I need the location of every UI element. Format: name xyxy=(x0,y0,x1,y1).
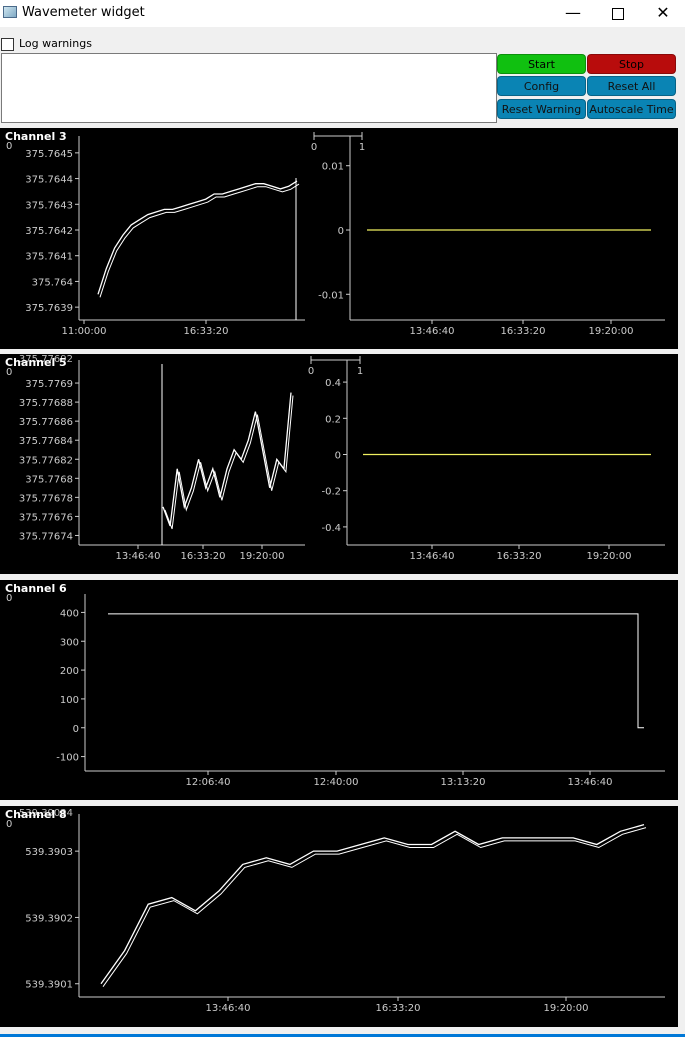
channel-8-plot[interactable]: 539.3903 539.3902 539.3901 13:46:40 16:33:20… xyxy=(0,806,678,1027)
x-tick-label: 13:46:40 xyxy=(568,777,613,788)
channel-6-panel: 400 300 200 100 0 -100 12:06:40 12:40:00 13:13:2… xyxy=(0,580,678,800)
x-tick-label: 11:00:00 xyxy=(62,326,107,337)
title-bar: Wavemeter widget — ✕ xyxy=(0,0,685,27)
x-tick-label: 19:20:00 xyxy=(240,551,285,562)
log-output-textarea[interactable] xyxy=(1,53,497,123)
y-tick-label: 0 xyxy=(335,451,341,462)
autoscale-time-button[interactable]: Autoscale Time xyxy=(587,99,676,119)
x-tick-label: 19:20:00 xyxy=(587,551,632,562)
y-tick-label: 539.3903 xyxy=(25,847,73,858)
y-tick-label: -0.2 xyxy=(321,487,341,498)
mini-axis-label: 0 xyxy=(311,142,317,153)
y-tick-label: 375.77676 xyxy=(19,512,73,523)
data-series-line xyxy=(97,180,298,295)
mini-axis-label: 0 xyxy=(308,366,314,377)
x-tick-label: 13:46:40 xyxy=(116,551,161,562)
x-tick-label: 19:20:00 xyxy=(589,326,634,337)
data-series-line-shadow xyxy=(99,183,300,298)
y-tick-label: 375.7642 xyxy=(25,226,73,237)
data-series-line xyxy=(108,613,644,729)
y-tick-label: 375.77686 xyxy=(19,417,73,428)
y-tick-label: 0.01 xyxy=(322,162,344,173)
x-tick-label: 19:20:00 xyxy=(544,1003,589,1014)
app-icon xyxy=(3,6,17,18)
channel-3-label: Channel 3 xyxy=(5,130,67,143)
maximize-button[interactable] xyxy=(595,0,641,27)
y-tick-label: 375.77682 xyxy=(19,455,73,466)
channel-6-label: Channel 6 xyxy=(5,582,67,595)
corner-zero-label: 0 xyxy=(6,141,12,152)
y-tick-label: 400 xyxy=(60,608,79,619)
y-tick-label: 375.7641 xyxy=(25,252,73,263)
reset-all-button[interactable]: Reset All xyxy=(587,76,676,96)
y-tick-label: 539.3902 xyxy=(25,913,73,924)
channel-6-plot[interactable]: 400 300 200 100 0 -100 12:06:40 12:40:00 13:13:2… xyxy=(0,580,678,800)
config-button[interactable]: Config xyxy=(497,76,586,96)
x-tick-label: 13:46:40 xyxy=(410,551,455,562)
y-tick-label: 375.77688 xyxy=(19,398,73,409)
y-top-partial-label: 539.39034 xyxy=(19,808,73,819)
y-tick-label: 200 xyxy=(60,666,79,677)
mini-axis-label: 1 xyxy=(357,366,363,377)
data-series-line xyxy=(100,823,645,985)
y-tick-label: -0.01 xyxy=(318,290,344,301)
y-tick-label: 0.4 xyxy=(325,378,341,389)
x-tick-label: 13:46:40 xyxy=(206,1003,251,1014)
y-tick-label: 375.7643 xyxy=(25,200,73,211)
corner-zero-label: 0 xyxy=(6,593,12,604)
channel-8-label: Channel 8 xyxy=(5,808,67,821)
y-tick-label: 375.77674 xyxy=(19,531,73,542)
y-tick-label: 0 xyxy=(338,226,344,237)
y-tick-label: 375.764 xyxy=(32,277,73,288)
close-icon: ✕ xyxy=(656,3,670,22)
x-tick-label: 16:33:20 xyxy=(181,551,226,562)
y-tick-label: 375.7769 xyxy=(25,379,73,390)
y-tick-label: 375.77678 xyxy=(19,493,73,504)
y-tick-label: 100 xyxy=(60,695,79,706)
log-warnings-label: Log warnings xyxy=(19,37,92,50)
data-series-line xyxy=(162,392,292,527)
x-tick-label: 16:33:20 xyxy=(497,551,542,562)
channel-8-panel: 539.3903 539.3902 539.3901 13:46:40 16:33:20… xyxy=(0,806,678,1027)
mini-axis-label: 1 xyxy=(359,142,365,153)
y-tick-label: 375.7768 xyxy=(25,474,73,485)
data-series-line-shadow xyxy=(102,827,647,987)
y-tick-label: -0.4 xyxy=(321,523,341,534)
x-tick-label: 13:13:20 xyxy=(441,777,486,788)
log-warnings-checkbox[interactable] xyxy=(1,38,14,51)
close-button[interactable]: ✕ xyxy=(640,0,685,27)
y-tick-label: 300 xyxy=(60,637,79,648)
channel-3-frequency-plot[interactable]: 375.7645375.7644375.7643375.7642375.7641… xyxy=(0,128,678,349)
y-top-partial-label: 375.77692 xyxy=(19,354,73,365)
window-title: Wavemeter widget xyxy=(22,5,145,20)
x-tick-label: 16:33:20 xyxy=(184,326,229,337)
corner-zero-label: 0 xyxy=(6,367,12,378)
start-button[interactable]: Start xyxy=(497,54,586,74)
y-tick-label: 375.7645 xyxy=(25,149,73,160)
reset-warning-button[interactable]: Reset Warning xyxy=(497,99,586,119)
maximize-icon xyxy=(612,7,624,20)
corner-zero-label: 0 xyxy=(6,819,12,830)
minimize-button[interactable]: — xyxy=(550,0,596,27)
y-tick-label: 375.7639 xyxy=(25,303,73,314)
x-tick-label: 12:06:40 xyxy=(186,777,231,788)
channel-3-panel: 375.7645 375.7644 375.7643 375.7642 375.7641… xyxy=(0,128,678,349)
y-tick-label: -100 xyxy=(56,753,79,764)
minimize-icon: — xyxy=(565,3,581,22)
window-bottom-edge xyxy=(0,1034,685,1037)
y-tick-label: 375.7644 xyxy=(25,175,73,186)
stop-button[interactable]: Stop xyxy=(587,54,676,74)
data-series-line-shadow xyxy=(164,395,294,530)
x-tick-label: 12:40:00 xyxy=(314,777,359,788)
channel-5-label: Channel 5 xyxy=(5,356,67,369)
y-tick-label: 539.3901 xyxy=(25,980,73,991)
x-tick-label: 13:46:40 xyxy=(410,326,455,337)
channel-5-panel: 375.7769 375.77688 375.77686 375.77684 375.7… xyxy=(0,354,678,574)
x-tick-label: 16:33:20 xyxy=(376,1003,421,1014)
x-tick-label: 16:33:20 xyxy=(501,326,546,337)
y-tick-label: 375.77684 xyxy=(19,436,73,447)
y-tick-label: 0 xyxy=(73,724,79,735)
channel-5-frequency-plot[interactable]: 375.7769 375.77688 375.77686 375.77684 375.7… xyxy=(0,354,678,574)
y-tick-label: 0.2 xyxy=(325,414,341,425)
